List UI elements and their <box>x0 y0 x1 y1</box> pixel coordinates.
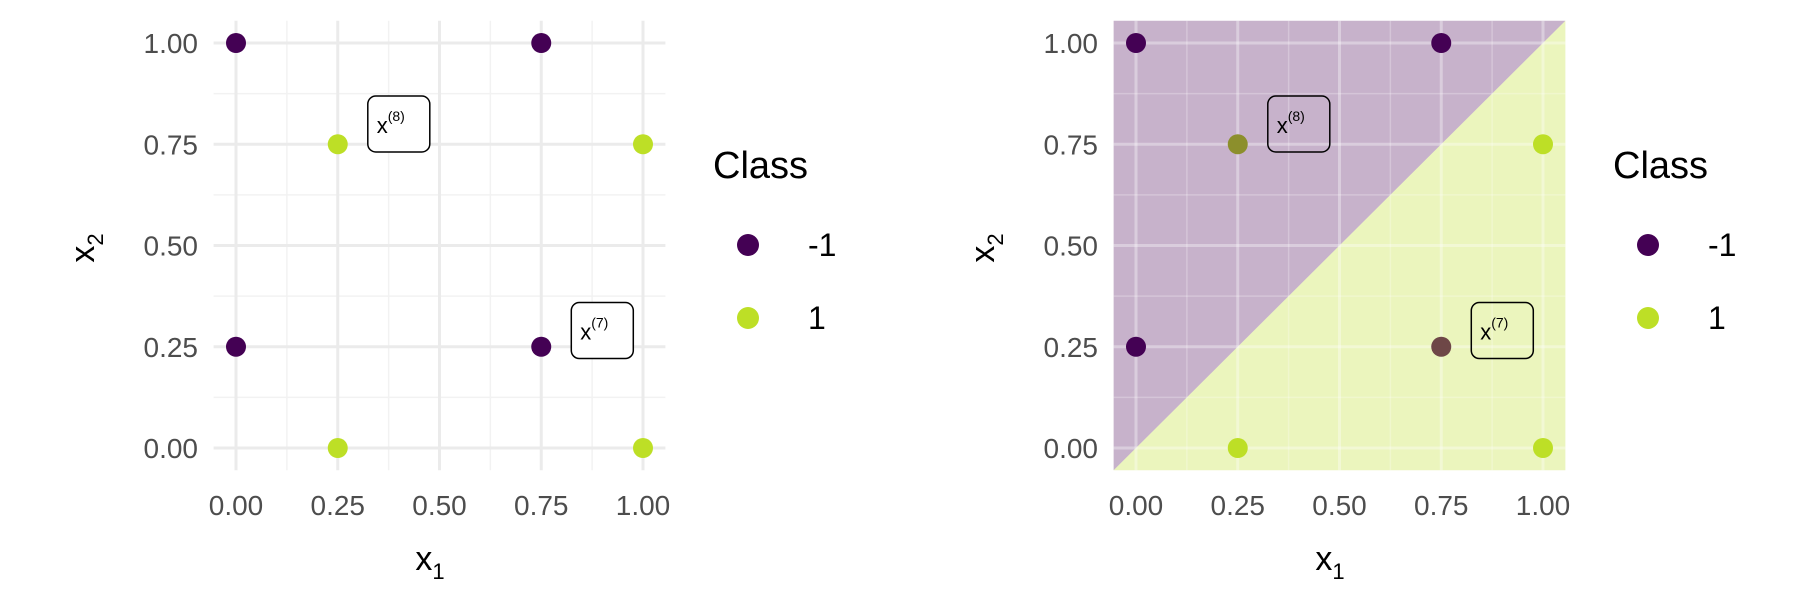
annotation-label: x(7) <box>570 301 635 360</box>
data-point-class-1 <box>633 438 653 458</box>
x-axis-title-subscript: 1 <box>1332 559 1344 584</box>
x-tick-label: 1.00 <box>616 490 671 521</box>
annotation-box <box>367 95 431 153</box>
x-axis-title: x1 <box>415 540 444 584</box>
y-tick-label: 0.00 <box>1044 433 1099 464</box>
y-tick-label: 0.50 <box>1044 231 1099 262</box>
decision-regions <box>1113 20 1566 471</box>
annotation-superscript: (8) <box>388 108 405 124</box>
x-axis-title-subscript: 1 <box>432 559 444 584</box>
annotation-base: x <box>377 113 388 138</box>
legend-key <box>737 234 759 256</box>
x-tick-label: 0.75 <box>1414 490 1469 521</box>
y-tick-label: 0.50 <box>144 231 199 262</box>
annotation-base: x <box>580 320 591 345</box>
legend-label: -1 <box>808 227 836 263</box>
legend-label: 1 <box>808 300 826 336</box>
data-point-class-1 <box>633 134 653 155</box>
annotation-box <box>1470 301 1535 360</box>
annotation-text: x(7) <box>1480 315 1508 345</box>
data-point-class-1 <box>327 134 348 155</box>
annotation-label: x(7) <box>1470 301 1535 360</box>
x-tick-label: 0.00 <box>209 490 264 521</box>
y-tick-label: 1.00 <box>144 28 199 59</box>
legend-title: Class <box>713 145 808 187</box>
data-point-class--1 <box>1126 336 1146 357</box>
x-axis-title-base: x <box>1315 540 1332 578</box>
legend: Class -1 1 <box>1613 145 1736 336</box>
y-tick-label: 0.25 <box>1044 332 1099 363</box>
x-tick-label: 0.50 <box>412 490 467 521</box>
grid <box>213 20 666 471</box>
y-axis-title-base: x <box>964 246 1002 263</box>
annotation-superscript: (7) <box>1491 315 1508 331</box>
data-point-class--1 <box>531 33 552 53</box>
x-tick-label: 0.75 <box>514 490 569 521</box>
data-point-class-1 <box>327 438 348 458</box>
annotation-box <box>570 301 635 360</box>
x-axis-title-base: x <box>415 540 432 578</box>
region-class--1 <box>1113 20 1566 471</box>
legend: Class -1 1 <box>713 145 836 336</box>
legend-label: 1 <box>1708 300 1726 336</box>
annotation-text: x(8) <box>1277 108 1305 138</box>
scatter-plot-left: 0.00 0.25 0.50 0.75 1.00 0.00 0.25 0.50 0.75 1.00… <box>64 20 836 584</box>
y-tick-label: 0.00 <box>144 433 199 464</box>
y-axis-title-base: x <box>64 246 102 263</box>
annotation-label: x(8) <box>367 95 431 153</box>
annotation-label: x(8) <box>1267 95 1331 153</box>
misclassified-point <box>1227 134 1248 155</box>
annotation-base: x <box>1277 113 1288 138</box>
data-point-class--1 <box>226 336 246 357</box>
x-tick-label: 1.00 <box>1516 490 1571 521</box>
x-tick-label: 0.25 <box>1211 490 1266 521</box>
data-point-class-1 <box>1227 438 1248 458</box>
annotation-text: x(7) <box>580 315 608 345</box>
y-axis-title-subscript: 2 <box>83 233 108 245</box>
y-tick-label: 1.00 <box>1044 28 1099 59</box>
legend-key <box>737 307 759 329</box>
legend-label: -1 <box>1708 227 1736 263</box>
data-point-class--1 <box>226 33 246 53</box>
misclassified-point <box>1431 336 1452 357</box>
data-point-class--1 <box>1126 33 1146 53</box>
x-tick-label: 0.25 <box>311 490 366 521</box>
legend-key <box>1637 234 1659 256</box>
y-tick-label: 0.75 <box>144 129 199 160</box>
data-point-class--1 <box>531 336 552 357</box>
annotation-box <box>1267 95 1331 153</box>
data-point-class-1 <box>1533 438 1553 458</box>
annotation-base: x <box>1480 320 1491 345</box>
x-tick-label: 0.00 <box>1109 490 1164 521</box>
data-point-class--1 <box>1431 33 1452 53</box>
region-class-1 <box>1113 20 1566 471</box>
data-point-class-1 <box>1533 134 1553 155</box>
x-axis-title: x1 <box>1315 540 1344 584</box>
scatter-plot-right: 0.00 0.25 0.50 0.75 1.00 0.00 0.25 0.50 0.75 1.00… <box>964 20 1736 584</box>
legend-key <box>1637 307 1659 329</box>
y-axis-title-subscript: 2 <box>983 233 1008 245</box>
y-tick-label: 0.75 <box>1044 129 1099 160</box>
annotation-text: x(8) <box>377 108 405 138</box>
annotation-superscript: (8) <box>1288 108 1305 124</box>
x-tick-label: 0.50 <box>1312 490 1367 521</box>
y-axis-title: x2 <box>964 233 1008 262</box>
annotation-superscript: (7) <box>591 315 608 331</box>
y-tick-label: 0.25 <box>144 332 199 363</box>
y-axis-title: x2 <box>64 233 108 262</box>
grid <box>1113 20 1566 471</box>
legend-title: Class <box>1613 145 1708 187</box>
